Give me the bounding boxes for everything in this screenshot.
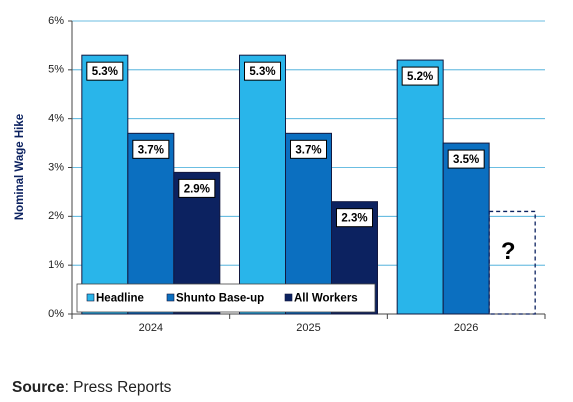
y-tick-label: 4%	[48, 113, 64, 125]
legend-swatch	[166, 293, 175, 302]
value-label-box	[132, 139, 170, 159]
legend: Headline Shunto Base-up All Workers	[76, 283, 376, 313]
legend-label: All Workers	[294, 293, 358, 305]
value-label-box	[86, 61, 124, 81]
bar	[239, 54, 286, 315]
value-label: 3.5%	[453, 154, 479, 166]
value-label-box	[290, 139, 327, 159]
value-label: 3.7%	[138, 144, 164, 156]
value-label-box	[401, 66, 439, 86]
y-axis-label: Nominal Wage Hike	[14, 114, 26, 220]
y-tick-label: 2%	[48, 210, 64, 222]
source-text: : Press Reports	[65, 379, 172, 396]
value-label: 5.2%	[407, 71, 433, 83]
value-label-box	[244, 61, 281, 81]
legend-box	[76, 283, 376, 313]
source: Source: Press Reports	[12, 379, 172, 396]
legend-label: Shunto Base-up	[176, 293, 264, 305]
bar	[396, 59, 444, 315]
placeholder-bar	[488, 210, 536, 315]
x-tick-label: 2024	[139, 322, 163, 334]
legend-swatch	[284, 293, 293, 302]
legend-swatch	[86, 293, 95, 302]
y-tick-label: 3%	[48, 161, 64, 173]
legend-label: Headline	[96, 293, 144, 305]
y-tick-label: 0%	[48, 308, 64, 320]
value-label: 2.9%	[184, 183, 210, 195]
x-tick-label: 2025	[296, 322, 320, 334]
value-label-box	[447, 149, 485, 169]
x-tick-label: 2026	[454, 322, 478, 334]
value-label-box	[178, 178, 216, 198]
value-label-box	[336, 208, 373, 228]
value-label: 3.7%	[295, 144, 321, 156]
y-tick-label: 5%	[48, 64, 64, 76]
source-label: Source	[12, 379, 65, 396]
value-label: 2.3%	[341, 213, 367, 225]
annotation: ?	[501, 238, 516, 265]
value-label: 5.3%	[249, 66, 275, 78]
bar	[81, 54, 129, 315]
bar	[442, 142, 490, 315]
value-label: 5.3%	[92, 66, 118, 78]
y-tick-label: 6%	[48, 15, 64, 27]
y-tick-label: 1%	[48, 259, 64, 271]
